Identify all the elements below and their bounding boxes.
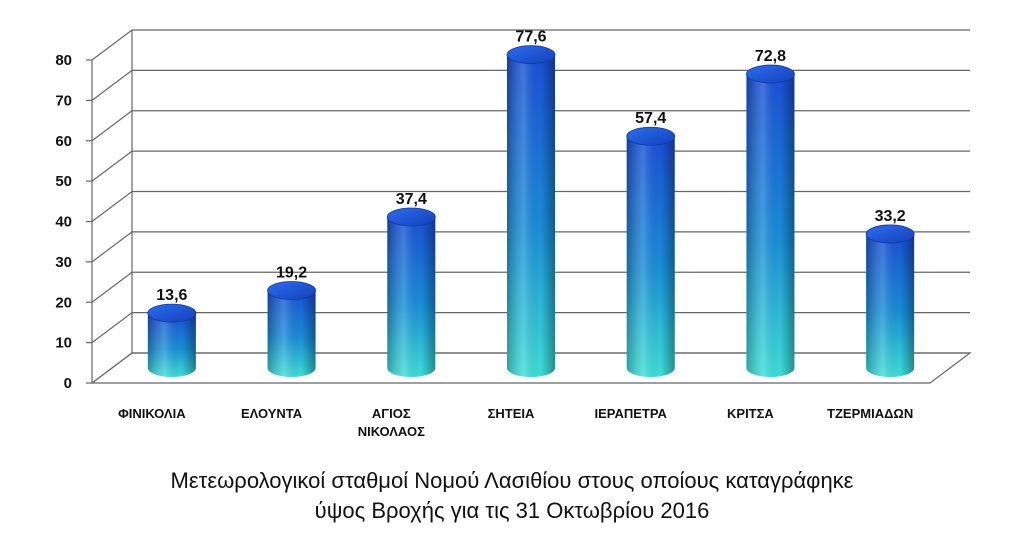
bar-shading: [866, 233, 915, 377]
data-label: 37,4: [396, 191, 427, 208]
bar: [386, 207, 436, 377]
data-label: 19,2: [276, 264, 307, 281]
gridline-slant: [91, 312, 133, 344]
bar-shading: [626, 136, 675, 377]
bars: [147, 45, 915, 377]
bar: [147, 303, 197, 377]
data-label: 72,8: [755, 48, 786, 65]
x-tick-label: ΙΕΡΑΠΕΤΡΑ: [594, 406, 667, 421]
chart-floor: [90, 352, 972, 384]
y-tick-label: 60: [55, 133, 72, 150]
bar: [746, 64, 795, 377]
caption-line-1: Μετεωρολογικοί σταθμοί Νομού Λασιθίου στ…: [170, 468, 854, 493]
bar-shading: [507, 54, 555, 377]
bar-cap: [147, 303, 197, 323]
bar-cap: [267, 281, 316, 300]
bar-shading: [746, 74, 795, 377]
bar-cap: [626, 126, 676, 146]
y-tick-label: 40: [55, 214, 72, 231]
x-tick-label: ΑΓΙΟΣ ΝΙΚΟΛΑΟΣ: [358, 406, 425, 439]
bar-chart: 0 10 20 30 40 50 60 70 80 13,6 19,2 37,4 77,6 57,4 72…: [55, 29, 972, 439]
y-tick-label: 20: [55, 294, 72, 311]
x-tick-label: ΣΗΤΕΙΑ: [488, 406, 535, 421]
x-tick-label: ΦΙΝΙΚΟΛΙΑ: [118, 406, 186, 421]
bar-cap: [386, 207, 436, 227]
bar-cap: [865, 224, 915, 244]
gridline-slant: [91, 110, 133, 142]
y-axis: 0 10 20 30 40 50 60 70 80: [55, 52, 92, 392]
y-tick-label: 30: [55, 254, 72, 271]
bar: [626, 126, 676, 377]
gridline-slant: [91, 271, 133, 303]
y-tick-label: 80: [55, 52, 72, 69]
x-tick-label: ΚΡΙΤΣΑ: [727, 406, 774, 421]
bar-cap: [746, 64, 795, 84]
bar-shading: [387, 216, 436, 377]
gridline-slant: [91, 150, 133, 182]
data-label: 33,2: [875, 208, 906, 225]
x-axis-labels: ΦΙΝΙΚΟΛΙΑ ΕΛΟΥΝΤΑ ΑΓΙΟΣ ΝΙΚΟΛΑΟΣ ΣΗΤΕΙΑ ΙΕΡΑΠ…: [118, 406, 913, 439]
gridline-slant: [91, 29, 133, 61]
bar-cap: [506, 45, 556, 65]
gridline-slant: [91, 231, 133, 263]
data-labels: 13,6 19,2 37,4 77,6 57,4 72,8 33,2: [156, 29, 906, 304]
bar-shading: [147, 313, 196, 377]
gridline-slant: [91, 191, 133, 222]
bar: [865, 224, 915, 377]
data-label: 77,6: [515, 29, 546, 46]
y-tick-label: 0: [64, 375, 72, 392]
y-tick-label: 50: [55, 173, 72, 190]
bar: [506, 45, 556, 377]
x-tick-label: ΕΛΟΥΝΤΑ: [241, 406, 303, 421]
gridline-slant: [91, 69, 133, 101]
data-label: 57,4: [635, 110, 666, 127]
x-tick-label: ΤΖΕΡΜΙΑΔΩΝ: [827, 406, 913, 421]
bar-shading: [267, 290, 316, 377]
bar: [267, 281, 316, 377]
caption-line-2: ύψος Βροχής για τις 31 Οκτωβρίου 2016: [314, 498, 710, 523]
y-tick-label: 10: [55, 335, 72, 352]
chart-caption: Μετεωρολογικοί σταθμοί Νομού Λασιθίου στ…: [0, 466, 1024, 526]
data-label: 13,6: [156, 287, 187, 304]
y-tick-label: 70: [55, 92, 72, 109]
